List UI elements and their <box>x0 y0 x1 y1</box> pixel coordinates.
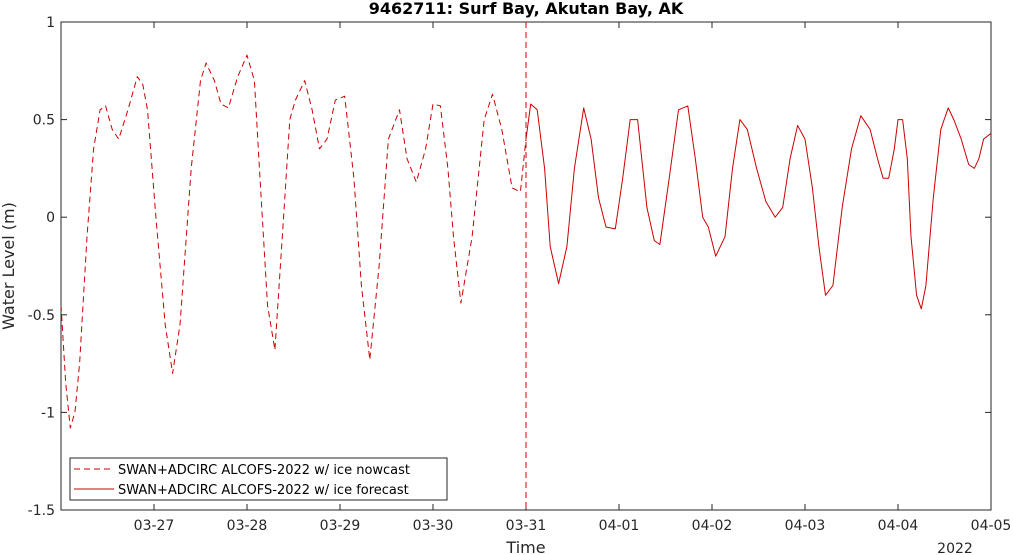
year-label: 2022 <box>937 541 973 555</box>
x-tick-label: 04-03 <box>785 518 826 534</box>
x-tick-label: 04-01 <box>599 518 640 534</box>
legend-label-nowcast: SWAN+ADCIRC ALCOFS-2022 w/ ice nowcast <box>118 463 410 478</box>
series-layer <box>60 54 992 429</box>
y-axis: -1.5 -1 -0.5 0 0.5 1 <box>28 15 991 519</box>
x-axis: 03-27 03-28 03-29 03-30 03-31 04-01 04-02 04-03… <box>134 22 1012 534</box>
chart-title: 9462711: Surf Bay, Akutan Bay, AK <box>369 0 684 18</box>
x-axis-label: Time <box>505 538 545 555</box>
y-tick-label: 1 <box>46 15 55 31</box>
series-nowcast-line <box>60 54 527 429</box>
y-tick-label: -1.5 <box>28 503 55 519</box>
legend-box <box>69 457 448 501</box>
x-tick-label: 03-29 <box>320 518 361 534</box>
y-tick-label: 0.5 <box>33 113 55 129</box>
x-tick-label: 04-05 <box>971 518 1012 534</box>
y-tick-label: -0.5 <box>28 308 55 324</box>
y-axis-label: Water Level (m) <box>0 202 18 330</box>
plot-area: -1.5 -1 -0.5 0 0.5 1 03-27 03-28 03-29 03-30 03-3… <box>28 15 1012 534</box>
x-tick-label: 03-31 <box>506 518 547 534</box>
x-tick-label: 03-30 <box>413 518 454 534</box>
legend: SWAN+ADCIRC ALCOFS-2022 w/ ice nowcast S… <box>69 457 448 501</box>
x-tick-label: 03-28 <box>227 518 268 534</box>
y-tick-label: 0 <box>46 210 55 226</box>
series-forecast-line <box>525 103 992 310</box>
x-tick-label: 04-04 <box>878 518 919 534</box>
x-tick-label: 04-02 <box>692 518 733 534</box>
x-tick-label: 03-27 <box>134 518 175 534</box>
legend-label-forecast: SWAN+ADCIRC ALCOFS-2022 w/ ice forecast <box>118 483 409 498</box>
y-tick-label: -1 <box>41 405 55 421</box>
